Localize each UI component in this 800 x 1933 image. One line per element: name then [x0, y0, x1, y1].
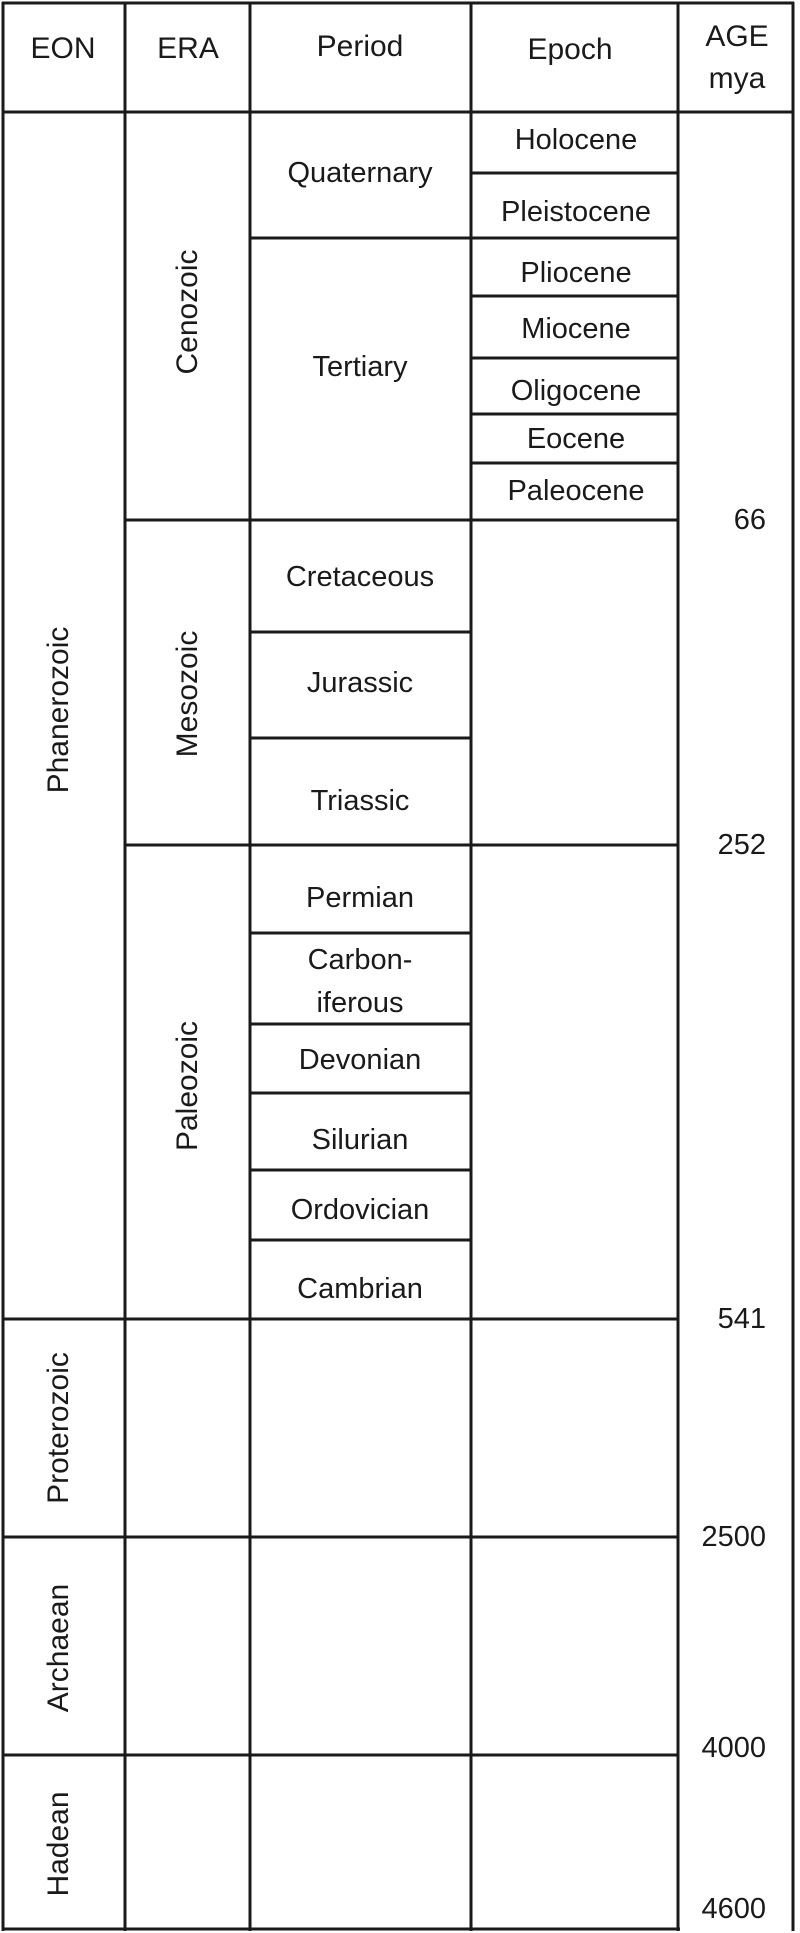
- eon-label: Phanerozoic: [42, 627, 75, 794]
- era-label: Paleozoic: [171, 1021, 204, 1151]
- period-label: Silurian: [312, 1124, 409, 1156]
- period-label: Carbon-: [308, 944, 413, 976]
- header-period: Period: [317, 30, 404, 63]
- age-value: 4600: [701, 1893, 766, 1925]
- header-eon: EON: [30, 32, 95, 65]
- epoch-label: Eocene: [527, 423, 625, 455]
- era-label: Cenozoic: [171, 249, 204, 374]
- period-label: Permian: [306, 882, 414, 914]
- epoch-labels: Holocene Pleistocene Pliocene Miocene Ol…: [501, 124, 651, 507]
- header-age: AGE: [705, 20, 768, 53]
- epoch-label: Holocene: [515, 124, 638, 156]
- header-era: ERA: [157, 32, 219, 65]
- age-value: 541: [718, 1303, 766, 1335]
- period-label: Tertiary: [312, 351, 408, 383]
- epoch-label: Miocene: [521, 313, 631, 345]
- era-labels: Cenozoic Mesozoic Paleozoic: [171, 249, 204, 1151]
- eon-label: Archaean: [42, 1584, 75, 1712]
- age-value: 66: [734, 504, 766, 536]
- eon-labels: Phanerozoic Proterozoic Archaean Hadean: [42, 627, 75, 1897]
- period-label: Devonian: [299, 1044, 422, 1076]
- age-value: 4000: [701, 1732, 766, 1764]
- age-labels: 66 252 541 2500 4000 4600: [701, 504, 766, 1925]
- period-label: Ordovician: [291, 1194, 430, 1226]
- epoch-label: Pliocene: [520, 257, 631, 289]
- epoch-label: Pleistocene: [501, 196, 651, 228]
- period-label: Quaternary: [287, 157, 433, 189]
- period-labels: Quaternary Tertiary Cretaceous Jurassic …: [286, 157, 434, 1305]
- epoch-label: Oligocene: [511, 375, 642, 407]
- period-label: Triassic: [311, 785, 410, 817]
- epoch-label: Paleocene: [507, 475, 644, 507]
- header-epoch: Epoch: [527, 33, 612, 66]
- period-label: iferous: [316, 987, 403, 1019]
- period-label: Jurassic: [307, 667, 413, 699]
- eon-label: Hadean: [42, 1791, 75, 1896]
- period-label: Cretaceous: [286, 561, 434, 593]
- era-label: Mesozoic: [171, 631, 204, 758]
- header-row: EON ERA Period Epoch AGE mya: [30, 20, 768, 95]
- eon-label: Proterozoic: [42, 1352, 75, 1504]
- period-label: Cambrian: [297, 1273, 423, 1305]
- header-age-unit: mya: [709, 62, 766, 95]
- age-value: 252: [718, 829, 766, 861]
- age-value: 2500: [701, 1521, 766, 1553]
